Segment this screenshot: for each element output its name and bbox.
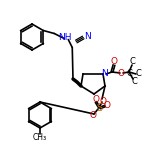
Text: O: O	[111, 57, 117, 67]
Text: NH: NH	[59, 33, 72, 42]
Text: C: C	[135, 69, 141, 78]
Text: CH₃: CH₃	[33, 133, 47, 142]
Text: C: C	[131, 76, 137, 85]
Text: O: O	[100, 97, 107, 105]
Text: S: S	[96, 103, 102, 113]
Text: O: O	[117, 69, 124, 78]
Text: N: N	[84, 32, 91, 41]
Text: C: C	[126, 69, 132, 78]
Text: O: O	[90, 111, 97, 119]
Text: N: N	[101, 69, 107, 78]
Text: O: O	[93, 95, 100, 104]
Text: O: O	[104, 102, 111, 111]
Text: C: C	[129, 57, 135, 67]
